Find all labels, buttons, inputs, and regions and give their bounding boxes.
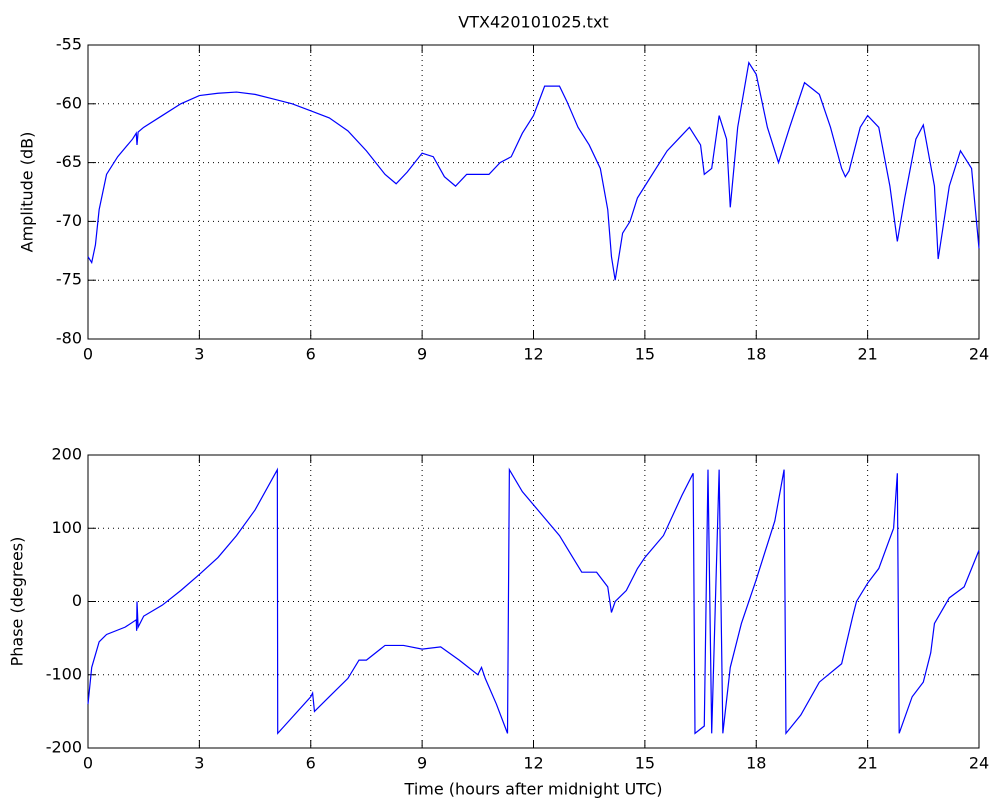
axes-frame	[87, 454, 980, 749]
data-line	[87, 60, 980, 281]
x-tick-label: 24	[969, 754, 989, 773]
y-tick-label: -55	[56, 35, 82, 54]
x-tick-label: 12	[523, 754, 543, 773]
y-tick-label: 200	[51, 445, 82, 464]
x-tick-label: 6	[306, 754, 316, 773]
x-axis-label: Time (hours after midnight UTC)	[404, 780, 663, 799]
x-tick-label: 0	[83, 345, 93, 364]
y-tick-label: 100	[51, 518, 82, 537]
y-tick-label: -65	[56, 152, 82, 171]
y-tick-label: -70	[56, 211, 82, 230]
x-tick-label: 12	[523, 345, 543, 364]
data-line	[87, 467, 980, 736]
y-axis-label: Amplitude (dB)	[18, 132, 37, 253]
x-tick-label: 24	[969, 345, 989, 364]
y-tick-label: -75	[56, 270, 82, 289]
axes-frame	[87, 44, 980, 340]
chart-title: VTX420101025.txt	[458, 13, 608, 32]
y-tick-label: -200	[46, 738, 82, 757]
x-tick-label: 6	[306, 345, 316, 364]
x-tick-label: 3	[194, 345, 204, 364]
x-tick-label: 15	[635, 345, 655, 364]
x-tick-label: 21	[857, 754, 877, 773]
x-tick-label: 18	[746, 754, 766, 773]
x-tick-label: 21	[857, 345, 877, 364]
y-tick-label: -60	[56, 93, 82, 112]
y-tick-label: 0	[72, 591, 82, 610]
y-tick-label: -100	[46, 664, 82, 683]
x-tick-label: 18	[746, 345, 766, 364]
plot-area	[88, 45, 979, 339]
x-tick-label: 9	[417, 754, 427, 773]
y-axis-label: Phase (degrees)	[8, 537, 27, 667]
x-tick-label: 0	[83, 754, 93, 773]
x-tick-label: 3	[194, 754, 204, 773]
x-tick-label: 15	[635, 754, 655, 773]
y-tick-label: -80	[56, 329, 82, 348]
x-tick-label: 9	[417, 345, 427, 364]
